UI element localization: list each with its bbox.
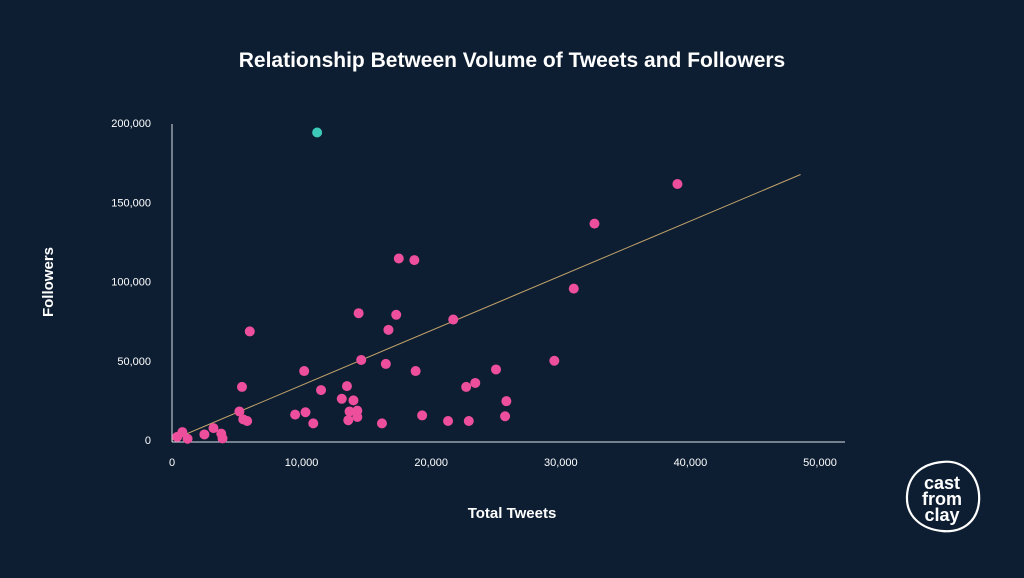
data-point: [234, 406, 245, 417]
y-tick-label: 50,000: [117, 356, 151, 368]
logo-line-3: clay: [924, 505, 959, 525]
data-point: [199, 429, 210, 440]
data-point: [393, 253, 404, 264]
data-point: [463, 415, 474, 426]
data-point: [348, 395, 359, 406]
data-point: [417, 410, 428, 421]
x-tick-label: 10,000: [285, 457, 319, 469]
data-point: [409, 255, 420, 266]
data-point: [376, 418, 387, 429]
data-point: [568, 283, 579, 294]
logo-outline: [905, 460, 981, 533]
data-point: [343, 415, 354, 426]
data-point: [491, 364, 501, 375]
cast-from-clay-logo: cast from clay: [905, 460, 981, 533]
data-point: [244, 326, 255, 337]
data-point: [182, 433, 193, 444]
outlier-point: [312, 127, 323, 138]
data-point: [236, 381, 247, 392]
data-point: [341, 381, 352, 392]
y-tick-label: 150,000: [111, 197, 151, 209]
data-point: [344, 406, 355, 417]
data-point: [336, 393, 347, 404]
data-point: [470, 377, 481, 388]
chart-title: Relationship Between Volume of Tweets an…: [239, 49, 785, 72]
y-axis-title: Followers: [40, 247, 57, 317]
data-point: [380, 358, 391, 369]
data-point: [448, 314, 459, 325]
x-tick-label: 40,000: [674, 457, 708, 469]
data-point: [299, 366, 310, 377]
logo-line-1: cast: [924, 473, 960, 493]
y-tick-label: 0: [145, 435, 151, 447]
data-points: [172, 127, 683, 444]
data-point: [290, 409, 301, 420]
data-point: [589, 218, 600, 229]
data-point: [352, 405, 363, 416]
data-point: [461, 381, 472, 392]
data-point: [672, 179, 683, 190]
data-point: [410, 366, 421, 377]
data-point: [356, 354, 367, 365]
data-point: [353, 308, 364, 319]
axis-ticks: 0 10,000 20,000 30,000 40,000 50,000 0 50,000 10…: [111, 118, 837, 469]
data-point: [391, 309, 402, 320]
data-point: [383, 324, 394, 335]
x-tick-label: 0: [169, 457, 175, 469]
x-tick-label: 30,000: [544, 457, 578, 469]
data-point: [549, 355, 560, 366]
y-tick-label: 100,000: [111, 277, 151, 289]
data-point: [208, 423, 219, 434]
x-tick-label: 50,000: [803, 457, 837, 469]
data-point: [217, 433, 228, 444]
data-point: [316, 385, 327, 396]
x-axis-title: Total Tweets: [468, 505, 557, 522]
logo-line-2: from: [922, 489, 962, 509]
data-point: [308, 418, 319, 429]
data-point: [242, 415, 253, 426]
data-point: [501, 396, 512, 407]
x-tick-label: 20,000: [414, 457, 448, 469]
data-point: [300, 407, 311, 418]
y-tick-label: 200,000: [111, 118, 151, 130]
data-point: [443, 415, 454, 426]
trend-line: [171, 174, 801, 441]
data-point: [500, 411, 511, 422]
